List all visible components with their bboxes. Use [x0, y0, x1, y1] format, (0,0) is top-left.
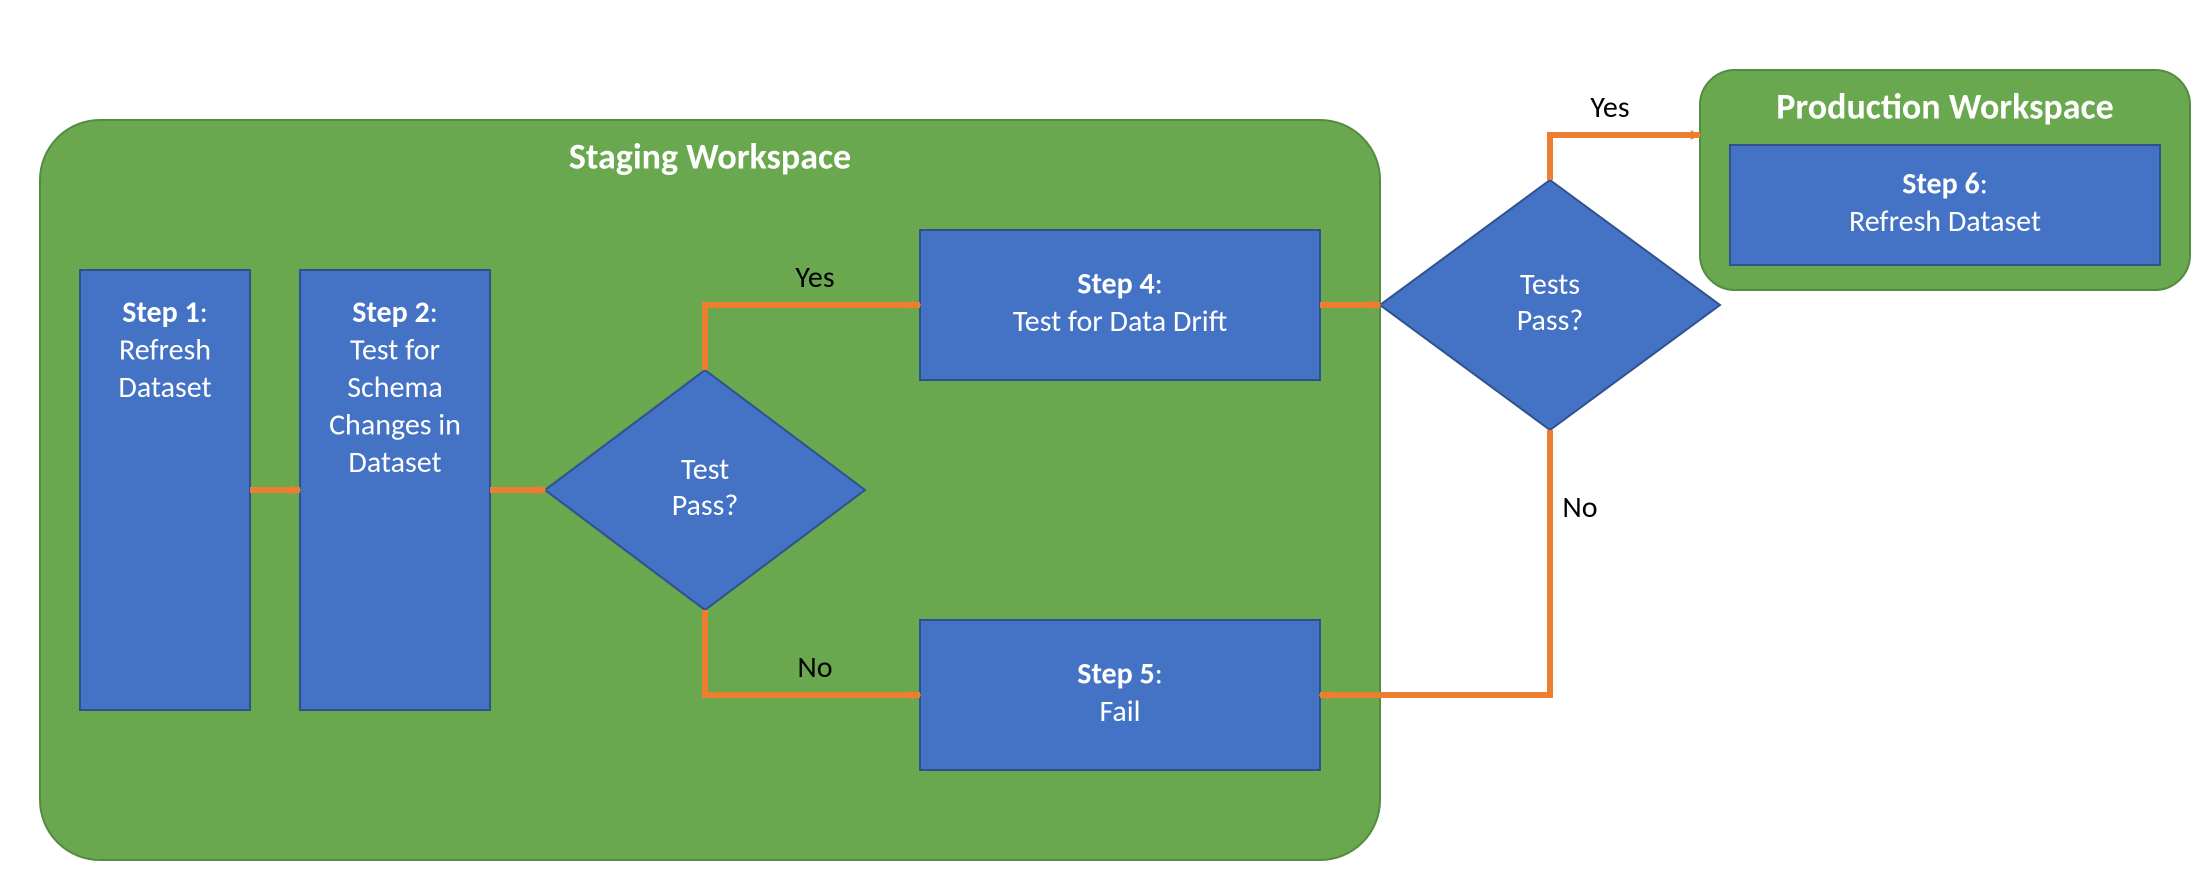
node-title-step6: Step 6: [1902, 165, 1987, 202]
edge-label-e7: No [1562, 489, 1597, 526]
node-title-step2: Step 2: [352, 294, 437, 331]
node-title-step5: Step 5: [1077, 655, 1162, 692]
flowchart-svg: Staging Workspace Production Workspace Ste… [0, 0, 2212, 874]
node-body-step1: Refresh [119, 332, 211, 369]
node-title-step4: Step 4: [1077, 265, 1162, 302]
edge-label-e4: No [797, 649, 832, 686]
node-body-step2: Dataset [348, 444, 441, 481]
node-body-step4: Test for Data Drift [1013, 303, 1227, 340]
flowchart-root: Staging Workspace Production Workspace Ste… [0, 0, 2212, 874]
container-title-production: Production Workspace [1776, 85, 2113, 129]
node-body-step2: Changes in [329, 407, 461, 444]
node-body-step2: Schema [347, 369, 443, 406]
node-body-step1: Dataset [118, 369, 211, 406]
node-body-d1: Pass? [672, 487, 739, 524]
edge-label-e6: Yes [1590, 89, 1629, 126]
edge-label-e3: Yes [795, 259, 834, 296]
container-title-staging: Staging Workspace [569, 135, 851, 179]
node-title-step1: Step 1: [122, 294, 207, 331]
node-body-step5: Fail [1099, 693, 1140, 730]
node-body-d2: Tests [1520, 266, 1580, 303]
node-body-d2: Pass? [1517, 302, 1584, 339]
node-body-step2: Test for [350, 332, 440, 369]
node-body-step6: Refresh Dataset [1849, 203, 2041, 240]
node-body-d1: Test [681, 451, 729, 488]
